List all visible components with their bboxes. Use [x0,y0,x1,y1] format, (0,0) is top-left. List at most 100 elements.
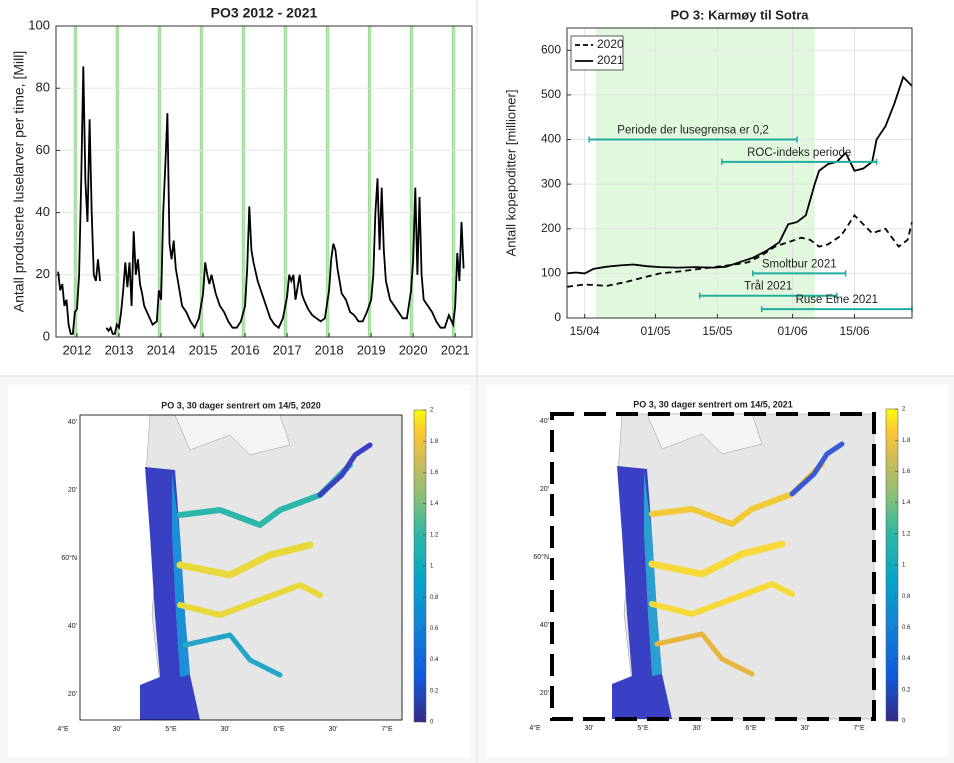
x-tick-label: 15/06 [839,324,869,338]
plot-area [56,26,472,337]
x-tick-label: 2015 [189,342,218,357]
plot-frame [55,25,473,338]
x-tick-label: 2014 [147,342,176,357]
lon-label: 30' [584,725,593,732]
y-tick-label: 600 [541,42,561,56]
y-tick-label: 400 [541,132,561,146]
x-tick-label: 01/06 [778,324,808,338]
y-tick-label: 100 [541,266,561,280]
lat-label: 60°N [533,553,549,561]
colorbar-label: 0.6 [430,626,439,632]
x-tick-label: 2019 [357,342,386,357]
period-label: ROC-indeks periode [747,147,851,159]
series-line [566,213,913,288]
y-tick-label: 20 [36,266,50,281]
y-tick-label: 0 [43,328,50,343]
lat-label: 40' [540,418,549,425]
legend-box [570,35,624,71]
lat-label: 40' [68,623,77,630]
map: PO 3, 30 dager sentrert om 14/5, 2020 4°E… [57,400,439,732]
map-title: PO 3, 30 dager sentrert om 14/5, 2020 [161,400,321,410]
fjord [789,441,845,497]
chart-title: PO3 2012 - 2021 [211,5,318,21]
lon-label: 7°E [381,725,393,733]
y-tick-label: 0 [554,310,561,324]
fjord [177,582,323,618]
highlight-band [367,25,371,338]
colorbar-label: 0.2 [430,688,439,694]
period-label: Ruse Etne 2021 [796,294,878,306]
highlight-band [241,25,245,338]
colorbar-label: 1.2 [902,531,911,537]
colorbar-label: 0.4 [430,657,439,663]
period-label: Smoltbur 2021 [762,258,837,270]
map-frame [550,412,876,721]
coast-band [172,473,190,677]
x-tick-label: 2013 [105,342,134,357]
fjord [648,540,786,578]
colorbar-label: 2 [430,408,434,414]
highlight-band [325,25,329,338]
lon-label: 30' [220,726,229,733]
colorbar-label: 1.8 [902,438,911,444]
lat-label: 20' [540,486,549,493]
lon-label: 6°E [745,724,757,732]
series-line [57,66,465,335]
colorbar-label: 0.2 [902,687,911,693]
y-tick-label: 200 [541,221,561,235]
period-label: Periode der lusegrensa er 0,2 [617,125,769,137]
lat-label: 40' [540,622,549,629]
x-tick-label: 2021 [441,342,470,357]
x-tick-label: 2020 [399,342,428,357]
y-tick-label: 40 [36,204,50,219]
coast-band [644,472,662,676]
map: PO 3, 30 dager sentrert om 14/5, 2021 4°E… [529,399,911,731]
plot-frame [566,27,913,319]
fjord [654,631,755,677]
x-tick-label: 2018 [315,342,344,357]
x-tick-label: 2016 [231,342,260,357]
lon-label: 4°E [529,724,541,732]
colorbar-label: 0.4 [902,656,911,662]
lat-label: 20' [68,691,77,698]
lon-label: 30' [692,725,701,732]
x-tick-label: 2012 [63,342,92,357]
series-line [566,75,913,275]
map-title: PO 3, 30 dager sentrert om 14/5, 2021 [633,399,793,409]
highlight-band [73,25,77,338]
highlight-band [451,25,455,338]
highlight-band [199,25,203,338]
y-tick-label: 500 [541,87,561,101]
x-tick-label: 15/05 [702,324,732,338]
x-tick-label: 15/04 [570,324,600,338]
colorbar-label: 0.8 [902,594,911,600]
lat-label: 20' [68,487,77,494]
colorbar-label: 0 [902,719,906,725]
fjord [649,581,795,617]
lat-label: 60°N [61,554,77,562]
fjord [176,541,314,579]
lat-label: 40' [68,419,77,426]
lat-label: 20' [540,690,549,697]
period-label: Trål 2021 [744,281,792,293]
highlight-band [283,25,287,338]
highlight-band [115,25,119,338]
colorbar-label: 0.8 [430,595,439,601]
colorbar-label: 0.6 [902,625,911,631]
legend-label: 2021 [597,53,624,67]
chart-title: PO 3: Karmøy til Sotra [671,7,810,22]
colorbar-label: 1.6 [902,469,911,475]
colorbar-label: 1.4 [902,500,911,506]
y-tick-label: 60 [36,142,50,157]
y-axis-label: Antall kopepoditter [millioner] [503,90,518,257]
x-tick-label: 2017 [273,342,302,357]
y-tick-label: 300 [541,176,561,190]
colorbar-label: 2 [902,407,906,413]
lon-label: 5°E [165,725,177,733]
y-tick-label: 80 [36,80,50,95]
lon-label: 30' [112,726,121,733]
map-frame [79,414,403,721]
x-tick-label: 01/05 [640,324,670,338]
fjord [317,442,373,498]
